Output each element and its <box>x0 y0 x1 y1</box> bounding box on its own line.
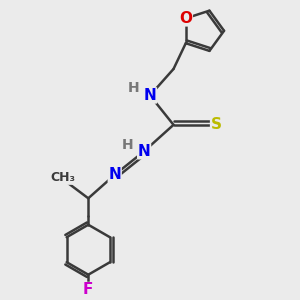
Text: N: N <box>108 167 121 182</box>
Text: S: S <box>211 117 222 132</box>
Text: O: O <box>179 11 192 26</box>
Text: F: F <box>83 283 94 298</box>
Text: H: H <box>122 138 134 152</box>
Text: N: N <box>144 88 156 103</box>
Text: CH₃: CH₃ <box>51 171 76 184</box>
Text: H: H <box>128 81 140 95</box>
Text: N: N <box>138 144 151 159</box>
